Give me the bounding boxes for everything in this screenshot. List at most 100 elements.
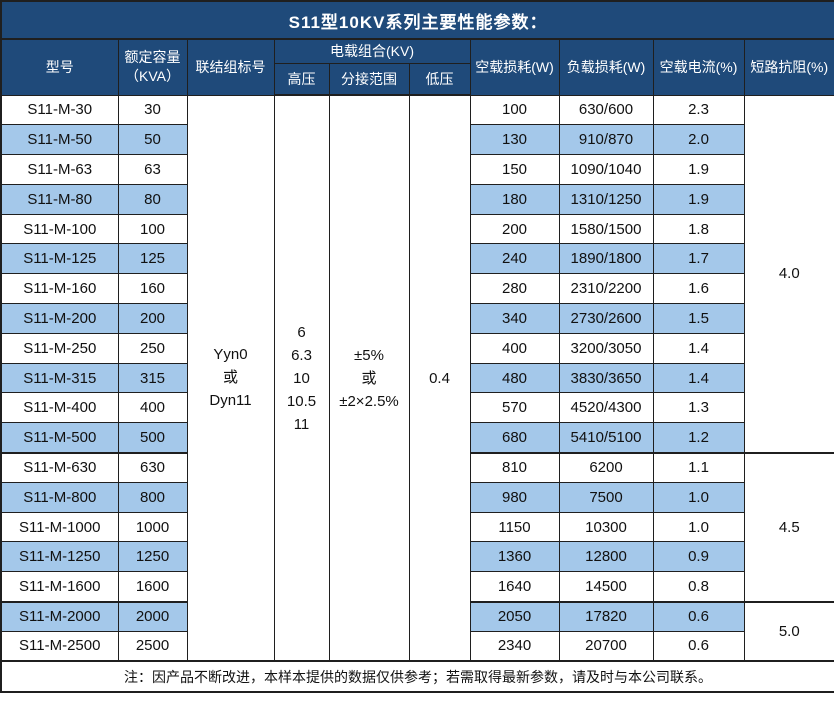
no-load-current-cell: 1.2 [652, 422, 745, 454]
model-cell: S11-M-800 [0, 481, 119, 513]
model-cell: S11-M-250 [0, 332, 119, 364]
load-loss-cell: 1310/1250 [558, 183, 654, 215]
no-load-loss-cell: 1360 [469, 541, 560, 573]
load-loss-cell: 1580/1500 [558, 213, 654, 245]
lv-cell: 0.4 [408, 94, 471, 662]
col-header-capacity-line1: 额定容量 [124, 49, 181, 66]
capacity-cell: 125 [117, 243, 188, 275]
hv-cell-line: 10 [293, 369, 310, 387]
model-cell: S11-M-200 [0, 303, 119, 334]
no-load-current-cell: 1.9 [652, 183, 745, 215]
no-load-current-cell: 1.7 [652, 243, 745, 275]
model-cell: S11-M-630 [0, 451, 119, 483]
no-load-current-cell: 1.4 [652, 332, 745, 364]
title-row: S11型10KV系列主要性能参数： [0, 0, 834, 40]
col-header-capacity-line2: （KVA） [125, 68, 180, 85]
col-header-hv: 高压 [273, 62, 330, 96]
no-load-loss-cell: 570 [469, 392, 560, 424]
model-cell: S11-M-125 [0, 243, 119, 275]
no-load-loss-cell: 400 [469, 332, 560, 364]
no-load-loss-cell: 1640 [469, 571, 560, 603]
load-loss-cell: 3830/3650 [558, 362, 654, 394]
load-loss-cell: 630/600 [558, 94, 654, 126]
no-load-loss-cell: 680 [469, 422, 560, 454]
model-cell: S11-M-30 [0, 94, 119, 126]
load-loss-cell: 1890/1800 [558, 243, 654, 275]
capacity-cell: 100 [117, 213, 188, 245]
capacity-cell: 160 [117, 273, 188, 305]
table-row: S11-M-315 315 480 3830/3650 1.4 [0, 362, 834, 394]
no-load-current-cell: 1.6 [652, 273, 745, 305]
capacity-cell: 1600 [117, 571, 188, 603]
table-row: S11-M-125 125 240 1890/1800 1.7 [0, 243, 834, 275]
no-load-loss-cell: 130 [469, 124, 560, 156]
table-row: S11-M-100 100 200 1580/1500 1.8 [0, 213, 834, 245]
table-row: S11-M-400 400 570 4520/4300 1.3 [0, 392, 834, 424]
table-row: S11-M-200 200 340 2730/2600 1.5 [0, 303, 834, 334]
model-cell: S11-M-1250 [0, 541, 119, 573]
load-loss-cell: 5410/5100 [558, 422, 654, 454]
col-header-capacity: 额定容量 （KVA） [117, 38, 188, 96]
col-header-load-loss: 负载损耗(W) [558, 38, 654, 96]
capacity-cell: 250 [117, 332, 188, 364]
table-row: S11-M-160 160 280 2310/2200 1.6 [0, 273, 834, 305]
no-load-current-cell: 1.8 [652, 213, 745, 245]
model-cell: S11-M-315 [0, 362, 119, 394]
table-row: S11-M-2500 2500 2340 20700 0.6 [0, 630, 834, 662]
load-loss-cell: 910/870 [558, 124, 654, 156]
col-header-no-load-current: 空载电流(%) [652, 38, 745, 96]
tap-range-cell-line: ±5% [354, 346, 384, 364]
no-load-current-cell: 2.0 [652, 124, 745, 156]
table-row: S11-M-50 50 130 910/870 2.0 [0, 124, 834, 156]
model-cell: S11-M-160 [0, 273, 119, 305]
table-row: S11-M-800 800 980 7500 1.0 [0, 481, 834, 513]
load-loss-cell: 20700 [558, 630, 654, 662]
model-cell: S11-M-2500 [0, 630, 119, 662]
model-cell: S11-M-50 [0, 124, 119, 156]
hv-cell: 6 6.3 10 10.5 11 [273, 94, 330, 662]
capacity-cell: 315 [117, 362, 188, 394]
no-load-loss-cell: 480 [469, 362, 560, 394]
no-load-loss-cell: 280 [469, 273, 560, 305]
load-loss-cell: 7500 [558, 481, 654, 513]
capacity-cell: 63 [117, 154, 188, 185]
table-row: S11-M-1250 1250 1360 12800 0.9 [0, 541, 834, 573]
hv-cell-line: 10.5 [286, 392, 317, 410]
impedance-cell: 4.5 [743, 451, 834, 603]
no-load-current-cell: 1.4 [652, 362, 745, 394]
connection-cell-line: Dyn11 [209, 392, 252, 410]
load-loss-cell: 3200/3050 [558, 332, 654, 364]
connection-cell: Yyn0 或 Dyn11 [186, 94, 275, 662]
capacity-cell: 1000 [117, 511, 188, 543]
no-load-loss-cell: 340 [469, 303, 560, 334]
model-cell: S11-M-100 [0, 213, 119, 245]
no-load-current-cell: 1.5 [652, 303, 745, 334]
no-load-current-cell: 2.3 [652, 94, 745, 126]
lv-cell-line: 0.4 [429, 369, 450, 387]
model-cell: S11-M-80 [0, 183, 119, 215]
capacity-cell: 80 [117, 183, 188, 215]
hv-cell-line: 11 [293, 415, 310, 433]
header-row-2: 高压 分接范围 低压 [1, 62, 834, 96]
no-load-current-cell: 1.0 [652, 481, 745, 513]
load-loss-cell: 1090/1040 [558, 154, 654, 185]
col-header-no-load-loss: 空载损耗(W) [469, 38, 560, 96]
capacity-cell: 1250 [117, 541, 188, 573]
header-row-1: 型号 额定容量 （KVA） 联结组标号 电载组合(KV) 空载损耗(W) 负载损… [0, 38, 834, 96]
no-load-loss-cell: 810 [469, 451, 560, 483]
no-load-current-cell: 0.9 [652, 541, 745, 573]
load-loss-cell: 6200 [558, 451, 654, 483]
capacity-cell: 800 [117, 481, 188, 513]
hv-cell-line: 6 [297, 323, 306, 341]
table-note: 注：因产品不断改进，本样本提供的数据仅供参考；若需取得最新参数，请及时与本公司联… [0, 660, 834, 693]
note-row: 注：因产品不断改进，本样本提供的数据仅供参考；若需取得最新参数，请及时与本公司联… [0, 660, 834, 693]
no-load-current-cell: 0.8 [652, 571, 745, 603]
col-header-lv: 低压 [408, 62, 471, 96]
capacity-cell: 400 [117, 392, 188, 424]
no-load-loss-cell: 100 [469, 94, 560, 126]
load-loss-cell: 4520/4300 [558, 392, 654, 424]
col-header-impedance: 短路抗阻(%) [743, 38, 834, 96]
capacity-cell: 200 [117, 303, 188, 334]
no-load-loss-cell: 150 [469, 154, 560, 185]
